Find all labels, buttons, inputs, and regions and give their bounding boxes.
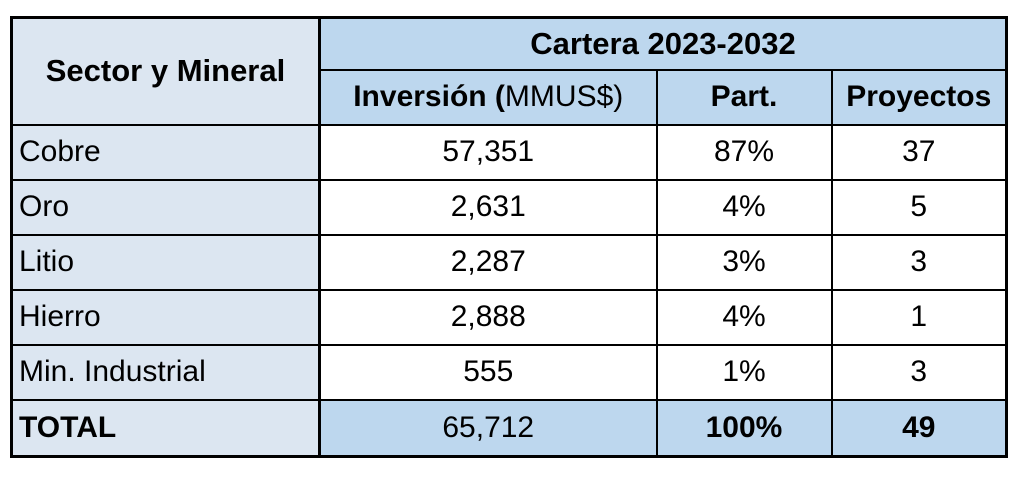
table-row-hierro: Hierro 2,888 4% 1: [10, 288, 1008, 346]
proyectos-cell: 3: [830, 233, 1008, 291]
total-inversion-cell: 65,712: [318, 398, 658, 458]
sector-cell: Hierro: [10, 288, 321, 346]
part-cell: 3%: [655, 233, 833, 291]
inversion-label-bold-part: Inversión (: [353, 80, 505, 113]
group-header-cartera: Cartera 2023-2032: [318, 16, 1008, 71]
inversion-cell: 2,287: [318, 233, 658, 291]
part-cell: 87%: [655, 123, 833, 181]
inversion-cell: 57,351: [318, 123, 658, 181]
proyectos-cell: 1: [830, 288, 1008, 346]
sector-cell: Min. Industrial: [10, 343, 321, 401]
column-header-part: Part.: [655, 68, 833, 126]
sector-cell: Litio: [10, 233, 321, 291]
total-proyectos-cell: 49: [830, 398, 1008, 458]
inversion-cell: 2,631: [318, 178, 658, 236]
table-row-total: TOTAL 65,712 100% 49: [10, 398, 1008, 458]
cartera-investment-table: Sector y Mineral Cartera 2023-2032 Inver…: [10, 16, 1009, 458]
sub-header-row: Inversión (MMUS$) Part. Proyectos: [12, 68, 1008, 126]
part-cell: 4%: [655, 288, 833, 346]
corner-header-sector-y-mineral: Sector y Mineral: [10, 16, 321, 126]
proyectos-cell: 3: [830, 343, 1008, 401]
part-cell: 4%: [655, 178, 833, 236]
inversion-label-unit-part: MMUS$): [504, 80, 624, 113]
table-row-oro: Oro 2,631 4% 5: [10, 178, 1008, 236]
total-part-cell: 100%: [655, 398, 833, 458]
column-header-inversion: Inversión (MMUS$): [318, 68, 658, 126]
proyectos-cell: 37: [830, 123, 1008, 181]
inversion-cell: 555: [318, 343, 658, 401]
column-header-proyectos: Proyectos: [830, 68, 1008, 126]
proyectos-cell: 5: [830, 178, 1008, 236]
total-label-cell: TOTAL: [10, 398, 321, 458]
part-cell: 1%: [655, 343, 833, 401]
sector-cell: Oro: [10, 178, 321, 236]
group-header-row: Sector y Mineral Cartera 2023-2032: [10, 16, 1008, 126]
table-row-litio: Litio 2,287 3% 3: [10, 233, 1008, 291]
table-row-cobre: Cobre 57,351 87% 37: [10, 123, 1008, 181]
table-row-min-industrial: Min. Industrial 555 1% 3: [10, 343, 1008, 401]
sector-cell: Cobre: [10, 123, 321, 181]
inversion-cell: 2,888: [318, 288, 658, 346]
